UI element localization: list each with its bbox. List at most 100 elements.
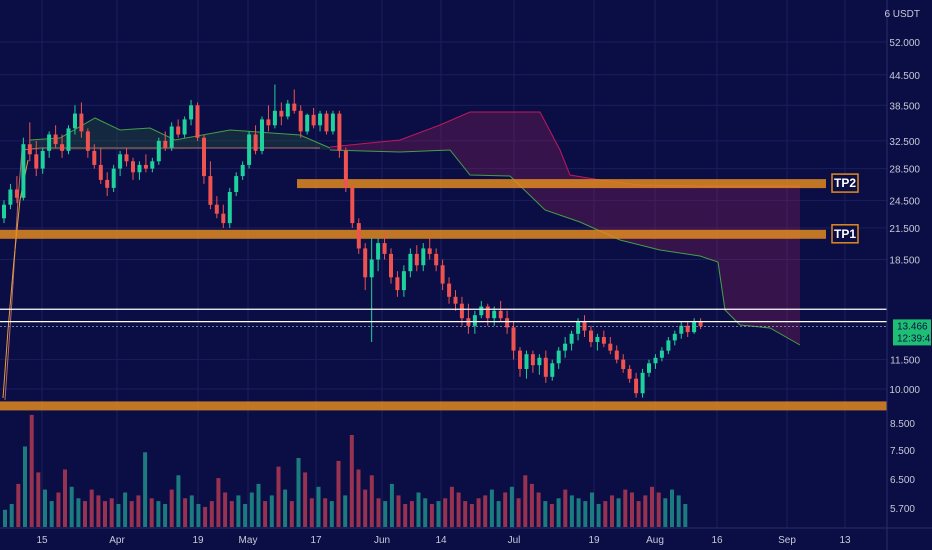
candle-body <box>2 204 6 219</box>
candle-body <box>85 131 90 151</box>
candle <box>685 321 690 337</box>
volume-bar <box>343 495 348 527</box>
volume-bar <box>363 489 368 527</box>
candle-body <box>343 150 348 188</box>
candle-body <box>601 337 606 344</box>
volume-bar <box>616 498 621 528</box>
time-axis: 15 Apr 19 May 17 Jun 14 Jul 19 Aug 16 Sep 13 <box>0 527 932 546</box>
volume-bar <box>516 498 521 528</box>
volume-tick-label: 7.500 <box>890 446 915 457</box>
candle-body <box>8 189 13 205</box>
candle-body <box>576 321 581 334</box>
volume-bar <box>276 466 281 527</box>
volume-bar <box>523 475 528 527</box>
candle <box>137 161 142 180</box>
candle <box>247 131 252 169</box>
candle-body <box>447 283 452 297</box>
volume-bar <box>449 486 454 528</box>
candle <box>98 147 103 184</box>
volume-bar <box>656 492 661 527</box>
price-tick-label: 10.000 <box>889 385 920 396</box>
candle <box>118 150 123 177</box>
candle <box>195 102 200 141</box>
candle <box>221 204 226 228</box>
candlesticks[interactable] <box>2 84 703 398</box>
time-tick-label: Jul <box>508 535 521 546</box>
candle-body <box>518 350 522 369</box>
volume-bar <box>369 475 374 527</box>
candle <box>27 122 32 162</box>
target-zone <box>0 229 826 239</box>
volume-bar <box>83 501 87 527</box>
candle-body <box>73 113 77 129</box>
time-tick-label: 14 <box>435 535 447 546</box>
candle-body <box>505 318 510 328</box>
candle-body <box>427 248 432 254</box>
candle-body <box>305 114 310 132</box>
candle-body <box>608 343 613 351</box>
candle <box>550 359 555 381</box>
candle <box>234 172 239 197</box>
candle <box>14 176 19 203</box>
candle <box>182 116 187 138</box>
volume-bar <box>136 495 141 527</box>
volume-bar <box>296 458 301 527</box>
volume-bar <box>229 501 234 527</box>
candle-body <box>550 363 555 377</box>
volume-bar <box>416 492 421 527</box>
candle-body <box>582 321 587 331</box>
volume-bar <box>129 501 134 527</box>
candle <box>356 218 361 254</box>
candle <box>382 232 387 260</box>
candle <box>447 277 452 304</box>
candle <box>453 290 458 311</box>
candle-body <box>459 303 464 319</box>
candle <box>421 243 426 272</box>
candle-body <box>356 223 361 249</box>
candle-body <box>53 134 58 145</box>
grid-layer <box>0 0 887 528</box>
volume-bar <box>623 489 628 527</box>
candle-body <box>666 340 671 351</box>
candle-body <box>111 168 116 188</box>
volume-bar <box>403 504 408 527</box>
volume-bar <box>536 492 541 527</box>
volume-bar <box>683 504 688 527</box>
volume-bar <box>549 504 554 527</box>
volume-bar <box>349 435 354 527</box>
candle-body <box>672 333 677 341</box>
candle <box>279 102 284 126</box>
volume-bar <box>176 475 181 527</box>
volume-bar <box>583 501 588 527</box>
candle-body <box>395 277 400 291</box>
volume-bar <box>509 486 514 528</box>
volume-bar <box>143 452 148 527</box>
volume-bar <box>163 504 168 527</box>
candle-body <box>485 306 490 319</box>
volume-bar <box>456 492 461 527</box>
volume-bar <box>409 501 414 527</box>
candle-body <box>589 330 593 343</box>
candle <box>298 105 303 138</box>
candle <box>305 113 310 135</box>
candle-body <box>479 306 484 316</box>
candle <box>518 347 522 377</box>
candle <box>692 318 697 334</box>
volume-bar <box>243 504 248 527</box>
last-price-label: 13.466 <box>897 321 928 332</box>
candle-body <box>137 164 142 173</box>
candle <box>318 110 323 132</box>
volume-bar <box>269 495 274 527</box>
candle-body <box>279 110 284 117</box>
candle <box>150 157 155 173</box>
candle <box>363 243 368 291</box>
volume-bar <box>103 501 107 527</box>
volume-bar <box>603 501 608 527</box>
volume-tick-label: 5.700 <box>890 504 915 515</box>
candle-body <box>234 176 239 192</box>
candle <box>53 125 58 148</box>
candle-body <box>298 110 303 132</box>
zone-tag-box <box>831 173 859 193</box>
volume-bar <box>469 504 474 527</box>
